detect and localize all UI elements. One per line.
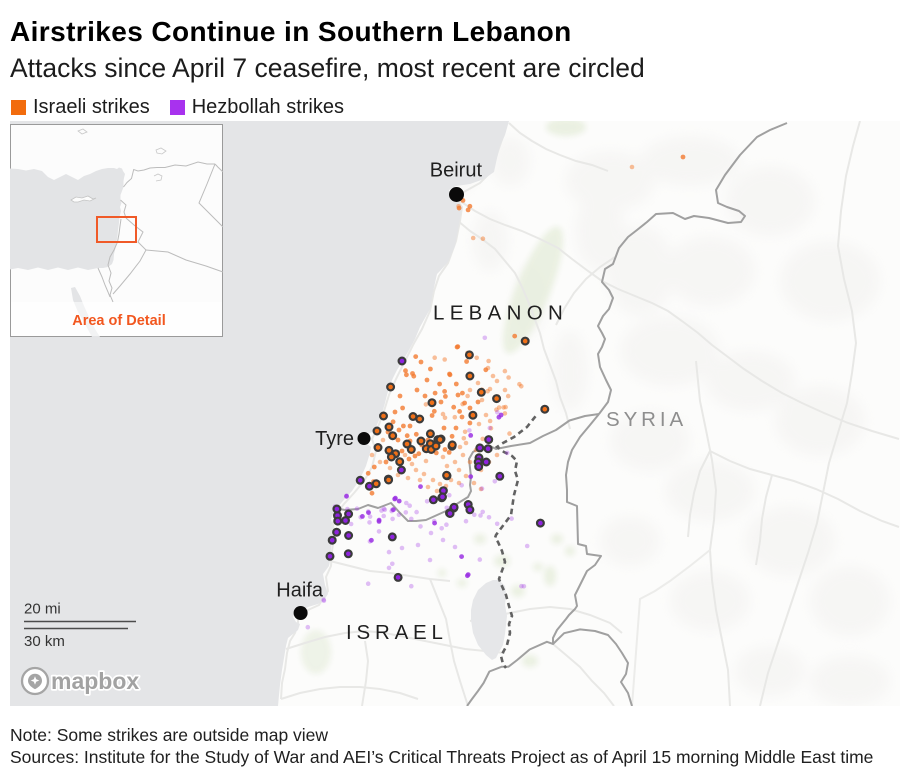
svg-text:Tyre: Tyre [315,428,354,450]
svg-text:mapbox: mapbox [51,668,139,694]
svg-text:SYRIA: SYRIA [606,408,687,431]
svg-text:Haifa: Haifa [276,580,324,602]
svg-text:ISRAEL: ISRAEL [346,621,448,644]
svg-text:Beirut: Beirut [430,160,483,182]
svg-text:Area of Detail: Area of Detail [72,313,165,329]
svg-text:20 mi: 20 mi [24,601,61,618]
svg-text:30 km: 30 km [24,633,65,650]
svg-text:LEBANON: LEBANON [433,302,568,325]
